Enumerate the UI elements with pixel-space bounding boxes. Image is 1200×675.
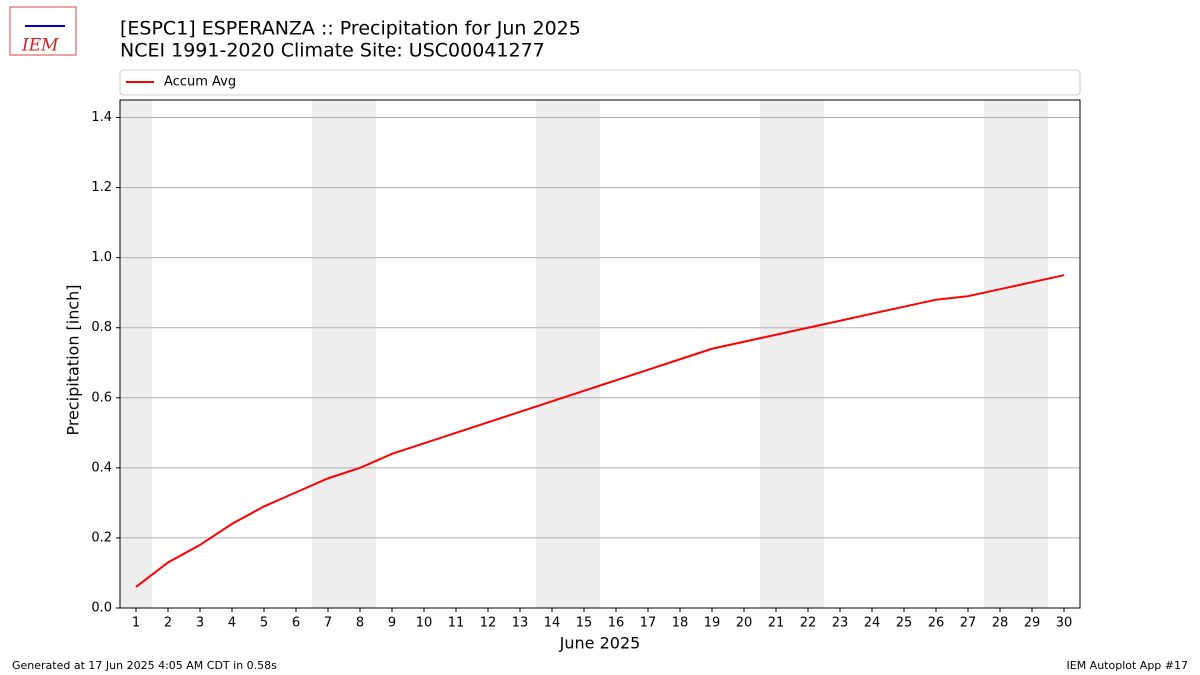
x-tick-label: 20 — [736, 616, 753, 631]
x-tick-label: 15 — [576, 616, 593, 631]
shaded-day — [536, 100, 568, 608]
x-tick-label: 14 — [544, 616, 561, 631]
shaded-day — [312, 100, 344, 608]
shaded-day — [568, 100, 600, 608]
y-tick-label: 0.4 — [91, 460, 112, 475]
chart-subtitle: NCEI 1991-2020 Climate Site: USC00041277 — [120, 40, 545, 62]
y-axis-label: Precipitation [inch] — [64, 284, 83, 435]
shaded-day — [760, 100, 792, 608]
x-tick-label: 9 — [388, 616, 396, 631]
shaded-day — [984, 100, 1016, 608]
x-tick-label: 28 — [992, 616, 1009, 631]
y-tick-label: 1.4 — [91, 110, 112, 125]
x-tick-label: 22 — [800, 616, 817, 631]
x-tick-label: 23 — [832, 616, 849, 631]
x-tick-label: 10 — [416, 616, 433, 631]
data-line — [135, 274, 1065, 588]
y-tick-label: 1.2 — [91, 180, 112, 195]
shaded-day — [344, 100, 376, 608]
footer-left: Generated at 17 Jun 2025 4:05 AM CDT in … — [12, 659, 277, 672]
y-tick-label: 0.0 — [91, 601, 112, 616]
x-axis-label: June 2025 — [559, 634, 641, 653]
y-tick-label: 0.8 — [91, 320, 112, 335]
x-tick-label: 13 — [512, 616, 529, 631]
x-tick-label: 17 — [640, 616, 657, 631]
x-tick-label: 18 — [672, 616, 689, 631]
x-tick-label: 19 — [704, 616, 721, 631]
logo-frame — [9, 6, 77, 56]
x-tick-label: 2 — [164, 616, 172, 631]
x-tick-label: 1 — [132, 616, 140, 631]
x-tick-label: 7 — [324, 616, 332, 631]
shaded-day — [792, 100, 824, 608]
footer-right: IEM Autoplot App #17 — [1067, 659, 1189, 672]
x-tick-label: 4 — [228, 616, 236, 631]
y-tick-label: 0.6 — [91, 390, 112, 405]
x-tick-label: 11 — [448, 616, 465, 631]
x-tick-label: 12 — [480, 616, 497, 631]
y-tick-label: 0.2 — [91, 530, 112, 545]
chart-title: [ESPC1] ESPERANZA :: Precipitation for J… — [120, 18, 581, 40]
x-tick-label: 29 — [1024, 616, 1041, 631]
x-tick-label: 5 — [260, 616, 268, 631]
x-tick-label: 6 — [292, 616, 300, 631]
shaded-day — [120, 100, 152, 608]
x-tick-label: 24 — [864, 616, 881, 631]
plot-frame — [119, 99, 1081, 609]
x-tick-label: 27 — [960, 616, 977, 631]
x-tick-label: 3 — [196, 616, 204, 631]
x-tick-label: 21 — [768, 616, 785, 631]
x-tick-label: 30 — [1056, 616, 1073, 631]
x-tick-label: 8 — [356, 616, 364, 631]
legend-box — [119, 69, 1081, 96]
x-tick-label: 26 — [928, 616, 945, 631]
legend-label: Accum Avg — [164, 75, 236, 90]
shaded-day — [1016, 100, 1048, 608]
logo-text: IEM — [21, 36, 59, 56]
x-tick-label: 25 — [896, 616, 913, 631]
y-tick-label: 1.0 — [91, 250, 112, 265]
x-tick-label: 16 — [608, 616, 625, 631]
